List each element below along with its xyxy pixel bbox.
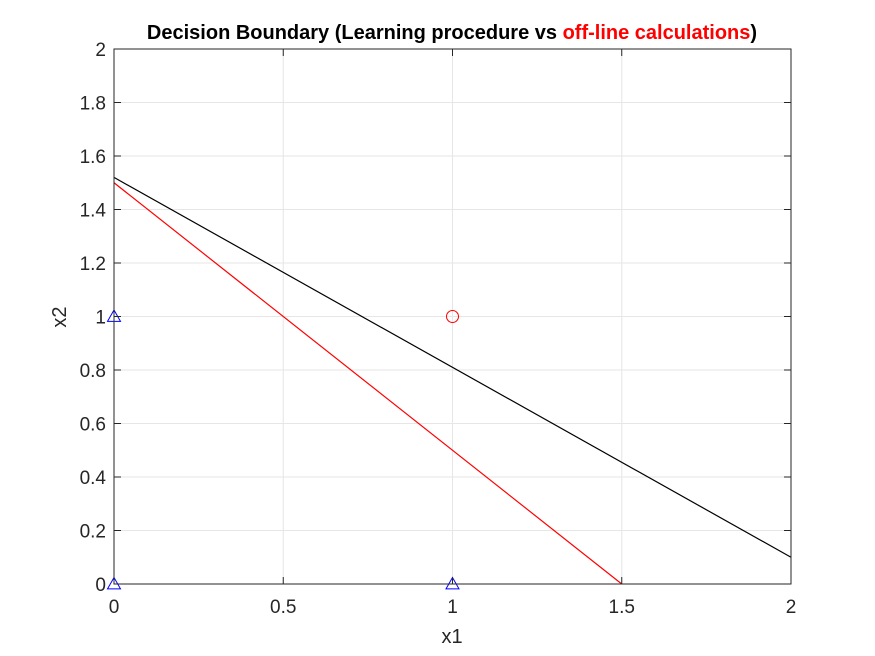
boundary-line-1 — [113, 182, 623, 585]
y-tick-label: 2 — [95, 40, 106, 61]
chart-title-highlight: off-line calculations — [563, 22, 751, 44]
chart-title: Decision Boundary (Learning procedure vs… — [147, 22, 757, 44]
y-tick-label: 0 — [95, 575, 106, 596]
y-tick-label: 0.4 — [80, 468, 107, 489]
x-axis-label: x1 — [441, 626, 462, 648]
tick-labels: 0 0.5 1 1.5 2 0 0.2 0.4 0.6 0.8 1 1.2 1.4 1.6 1.8 2 — [80, 40, 797, 618]
circle-marker — [446, 310, 459, 323]
chart-title-prefix: Decision Boundary (Learning procedure vs — [147, 22, 563, 44]
plot-area — [106, 176, 792, 590]
axes — [113, 48, 792, 585]
y-tick-label: 0.6 — [80, 415, 106, 436]
boundary-line-0 — [113, 176, 792, 558]
y-tick-label: 1.2 — [80, 254, 106, 275]
x-tick-label: 2 — [786, 597, 797, 618]
y-tick-label: 1.8 — [80, 94, 106, 115]
x-tick-label: 1.5 — [609, 597, 635, 618]
chart-title-suffix: ) — [750, 22, 757, 44]
y-axis-label: x2 — [49, 306, 71, 327]
y-tick-label: 1 — [95, 308, 106, 329]
x-tick-label: 1 — [447, 597, 458, 618]
triangle-marker — [445, 576, 460, 590]
x-tick-label: 0 — [109, 597, 120, 618]
triangle-marker — [106, 576, 122, 590]
y-tick-label: 1.6 — [80, 147, 106, 168]
y-tick-label: 0.8 — [80, 361, 106, 382]
x-tick-label: 0.5 — [270, 597, 296, 618]
y-tick-label: 1.4 — [80, 201, 107, 222]
y-tick-label: 0.2 — [80, 522, 106, 543]
